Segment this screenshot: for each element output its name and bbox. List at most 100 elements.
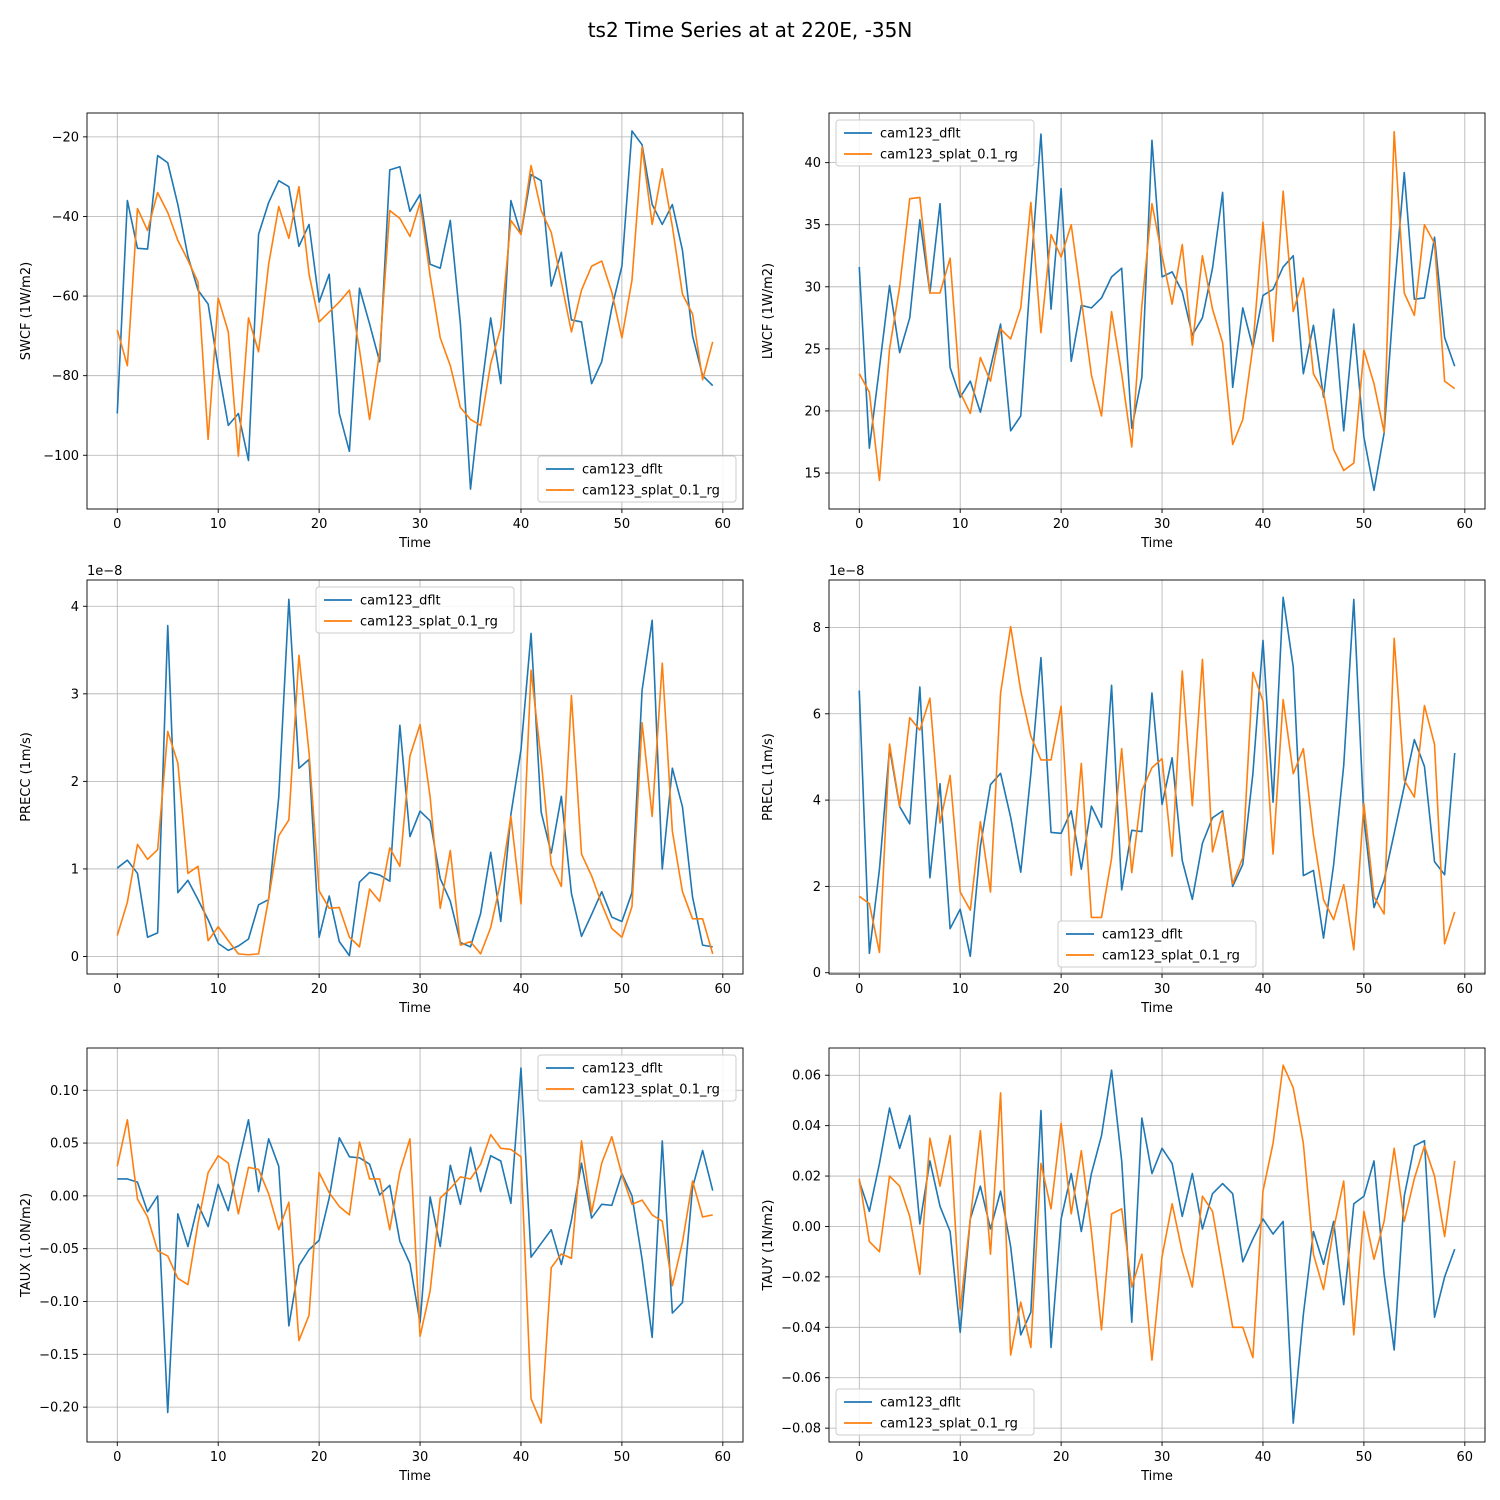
x-tick-label: 10 bbox=[210, 1450, 227, 1465]
series-line-cam123-splat-0-1-rg bbox=[116, 146, 714, 457]
x-axis-label: Time bbox=[1140, 536, 1173, 551]
legend-label-cam123-splat-0-1-rg: cam123_splat_0.1_rg bbox=[582, 484, 720, 499]
x-tick-label: 50 bbox=[614, 1450, 631, 1465]
legend: cam123_dflt cam123_splat_0.1_rg bbox=[1057, 920, 1257, 968]
y-tick-label: 15 bbox=[804, 467, 821, 482]
y-tick-label: 6 bbox=[813, 707, 821, 722]
legend-box bbox=[835, 119, 1035, 167]
x-tick-label: 40 bbox=[513, 982, 530, 997]
y-axis-label: LWCF (1W/m2) bbox=[761, 263, 776, 359]
series-line-cam123-dflt bbox=[858, 596, 1456, 958]
y-tick-label: 20 bbox=[804, 404, 821, 419]
x-tick-label: 0 bbox=[113, 982, 121, 997]
series-line-cam123-dflt bbox=[858, 1069, 1456, 1424]
x-tick-label: 30 bbox=[412, 1450, 429, 1465]
y-tick-label: −0.08 bbox=[781, 1422, 821, 1437]
y-tick-label: 0 bbox=[813, 966, 821, 981]
x-tick-label: 60 bbox=[715, 982, 732, 997]
y-axis-label: TAUX (1.0N/m2) bbox=[19, 1193, 34, 1298]
x-tick-label: 20 bbox=[1053, 982, 1070, 997]
legend-box bbox=[315, 586, 515, 634]
y-tick-label: −0.15 bbox=[39, 1348, 79, 1363]
x-tick-label: 40 bbox=[1255, 1450, 1272, 1465]
legend-box bbox=[835, 1388, 1035, 1436]
subplot-taux: 0 10 20 30 40 50 60 −0.20 −0.15 −0.10 −0.05 0.00 0.0… bbox=[19, 1047, 744, 1484]
x-tick-label: 30 bbox=[1154, 982, 1171, 997]
legend-label-cam123-splat-0-1-rg: cam123_splat_0.1_rg bbox=[880, 1417, 1018, 1432]
axes-frame bbox=[86, 579, 744, 975]
y-axis-label: PRECL (1m/s) bbox=[761, 733, 776, 821]
axes-frame bbox=[828, 579, 1486, 975]
y-tick-label: 35 bbox=[804, 218, 821, 233]
legend-label-cam123-dflt: cam123_dflt bbox=[582, 1062, 663, 1077]
x-axis-label: Time bbox=[398, 1001, 431, 1016]
x-tick-label: 20 bbox=[1053, 517, 1070, 532]
series-line-cam123-splat-0-1-rg bbox=[858, 130, 1456, 482]
series-line-cam123-dflt bbox=[117, 1067, 714, 1414]
series-line-cam123-splat-0-1-rg bbox=[858, 1064, 1456, 1361]
y-tick-label: 0.04 bbox=[792, 1119, 821, 1134]
x-tick-label: 60 bbox=[715, 1450, 732, 1465]
y-tick-label: −0.20 bbox=[39, 1401, 79, 1416]
y-tick-label: 0.00 bbox=[792, 1220, 821, 1235]
legend-box bbox=[1057, 920, 1257, 968]
y-tick-label: 2 bbox=[813, 880, 821, 895]
x-axis-label: Time bbox=[1140, 1469, 1173, 1484]
x-tick-label: 20 bbox=[311, 517, 328, 532]
x-tick-label: 30 bbox=[412, 517, 429, 532]
x-tick-label: 50 bbox=[614, 517, 631, 532]
x-tick-label: 40 bbox=[1255, 517, 1272, 532]
x-tick-label: 20 bbox=[311, 1450, 328, 1465]
x-tick-label: 10 bbox=[952, 982, 969, 997]
x-tick-label: 10 bbox=[210, 517, 227, 532]
y-tick-label: −0.02 bbox=[781, 1270, 821, 1285]
axes-frame bbox=[86, 112, 744, 510]
y-tick-label: 30 bbox=[804, 280, 821, 295]
x-tick-label: 10 bbox=[210, 982, 227, 997]
axis-scale-label: 1e−8 bbox=[829, 564, 864, 579]
x-tick-label: 30 bbox=[412, 982, 429, 997]
legend-label-cam123-dflt: cam123_dflt bbox=[360, 594, 441, 609]
legend-label-cam123-dflt: cam123_dflt bbox=[582, 463, 663, 478]
y-tick-label: −0.04 bbox=[781, 1321, 821, 1336]
y-tick-label: 0.06 bbox=[792, 1069, 821, 1084]
figure-title: ts2 Time Series at at 220E, -35N bbox=[588, 18, 913, 42]
y-axis-label: SWCF (1W/m2) bbox=[19, 262, 34, 360]
subplot-lwcf: 0 10 20 30 40 50 60 15 20 25 30 35 40 Time LWCF (1W/m2… bbox=[761, 112, 1486, 551]
x-tick-label: 50 bbox=[614, 982, 631, 997]
y-tick-label: −60 bbox=[52, 290, 79, 305]
y-tick-label: −40 bbox=[52, 210, 79, 225]
y-tick-label: −100 bbox=[43, 449, 79, 464]
legend-label-cam123-splat-0-1-rg: cam123_splat_0.1_rg bbox=[880, 148, 1018, 163]
y-tick-label: 0 bbox=[71, 950, 79, 965]
x-axis-label: Time bbox=[398, 536, 431, 551]
series-line-cam123-splat-0-1-rg bbox=[116, 1119, 713, 1424]
y-tick-label: 0.00 bbox=[50, 1189, 79, 1204]
y-tick-label: −0.10 bbox=[39, 1295, 79, 1310]
x-axis-label: Time bbox=[398, 1469, 431, 1484]
legend-label-cam123-dflt: cam123_dflt bbox=[880, 1396, 961, 1411]
y-tick-label: 4 bbox=[71, 600, 79, 615]
subplot-tauy: 0 10 20 30 40 50 60 −0.08 −0.06 −0.04 −0.02 0.00 0.0… bbox=[761, 1047, 1486, 1484]
legend-label-cam123-dflt: cam123_dflt bbox=[880, 127, 961, 142]
x-tick-label: 50 bbox=[1356, 1450, 1373, 1465]
y-tick-label: 0.10 bbox=[50, 1084, 79, 1099]
x-tick-label: 10 bbox=[952, 517, 969, 532]
legend-label-cam123-splat-0-1-rg: cam123_splat_0.1_rg bbox=[1102, 949, 1240, 964]
x-tick-label: 0 bbox=[113, 517, 121, 532]
legend: cam123_dflt cam123_splat_0.1_rg bbox=[835, 1388, 1035, 1436]
x-tick-label: 30 bbox=[1154, 1450, 1171, 1465]
axis-scale-label: 1e−8 bbox=[87, 564, 122, 579]
x-tick-label: 30 bbox=[1154, 517, 1171, 532]
axes-frame bbox=[828, 112, 1486, 510]
legend-box bbox=[537, 455, 737, 503]
x-tick-label: 40 bbox=[513, 517, 530, 532]
y-axis-label: PRECC (1m/s) bbox=[19, 732, 34, 822]
series-line-cam123-dflt bbox=[858, 133, 1456, 492]
x-tick-label: 40 bbox=[1255, 982, 1272, 997]
series-line-cam123-splat-0-1-rg bbox=[116, 654, 714, 956]
legend-label-cam123-dflt: cam123_dflt bbox=[1102, 928, 1183, 943]
x-tick-label: 10 bbox=[952, 1450, 969, 1465]
y-tick-label: −0.05 bbox=[39, 1242, 79, 1257]
